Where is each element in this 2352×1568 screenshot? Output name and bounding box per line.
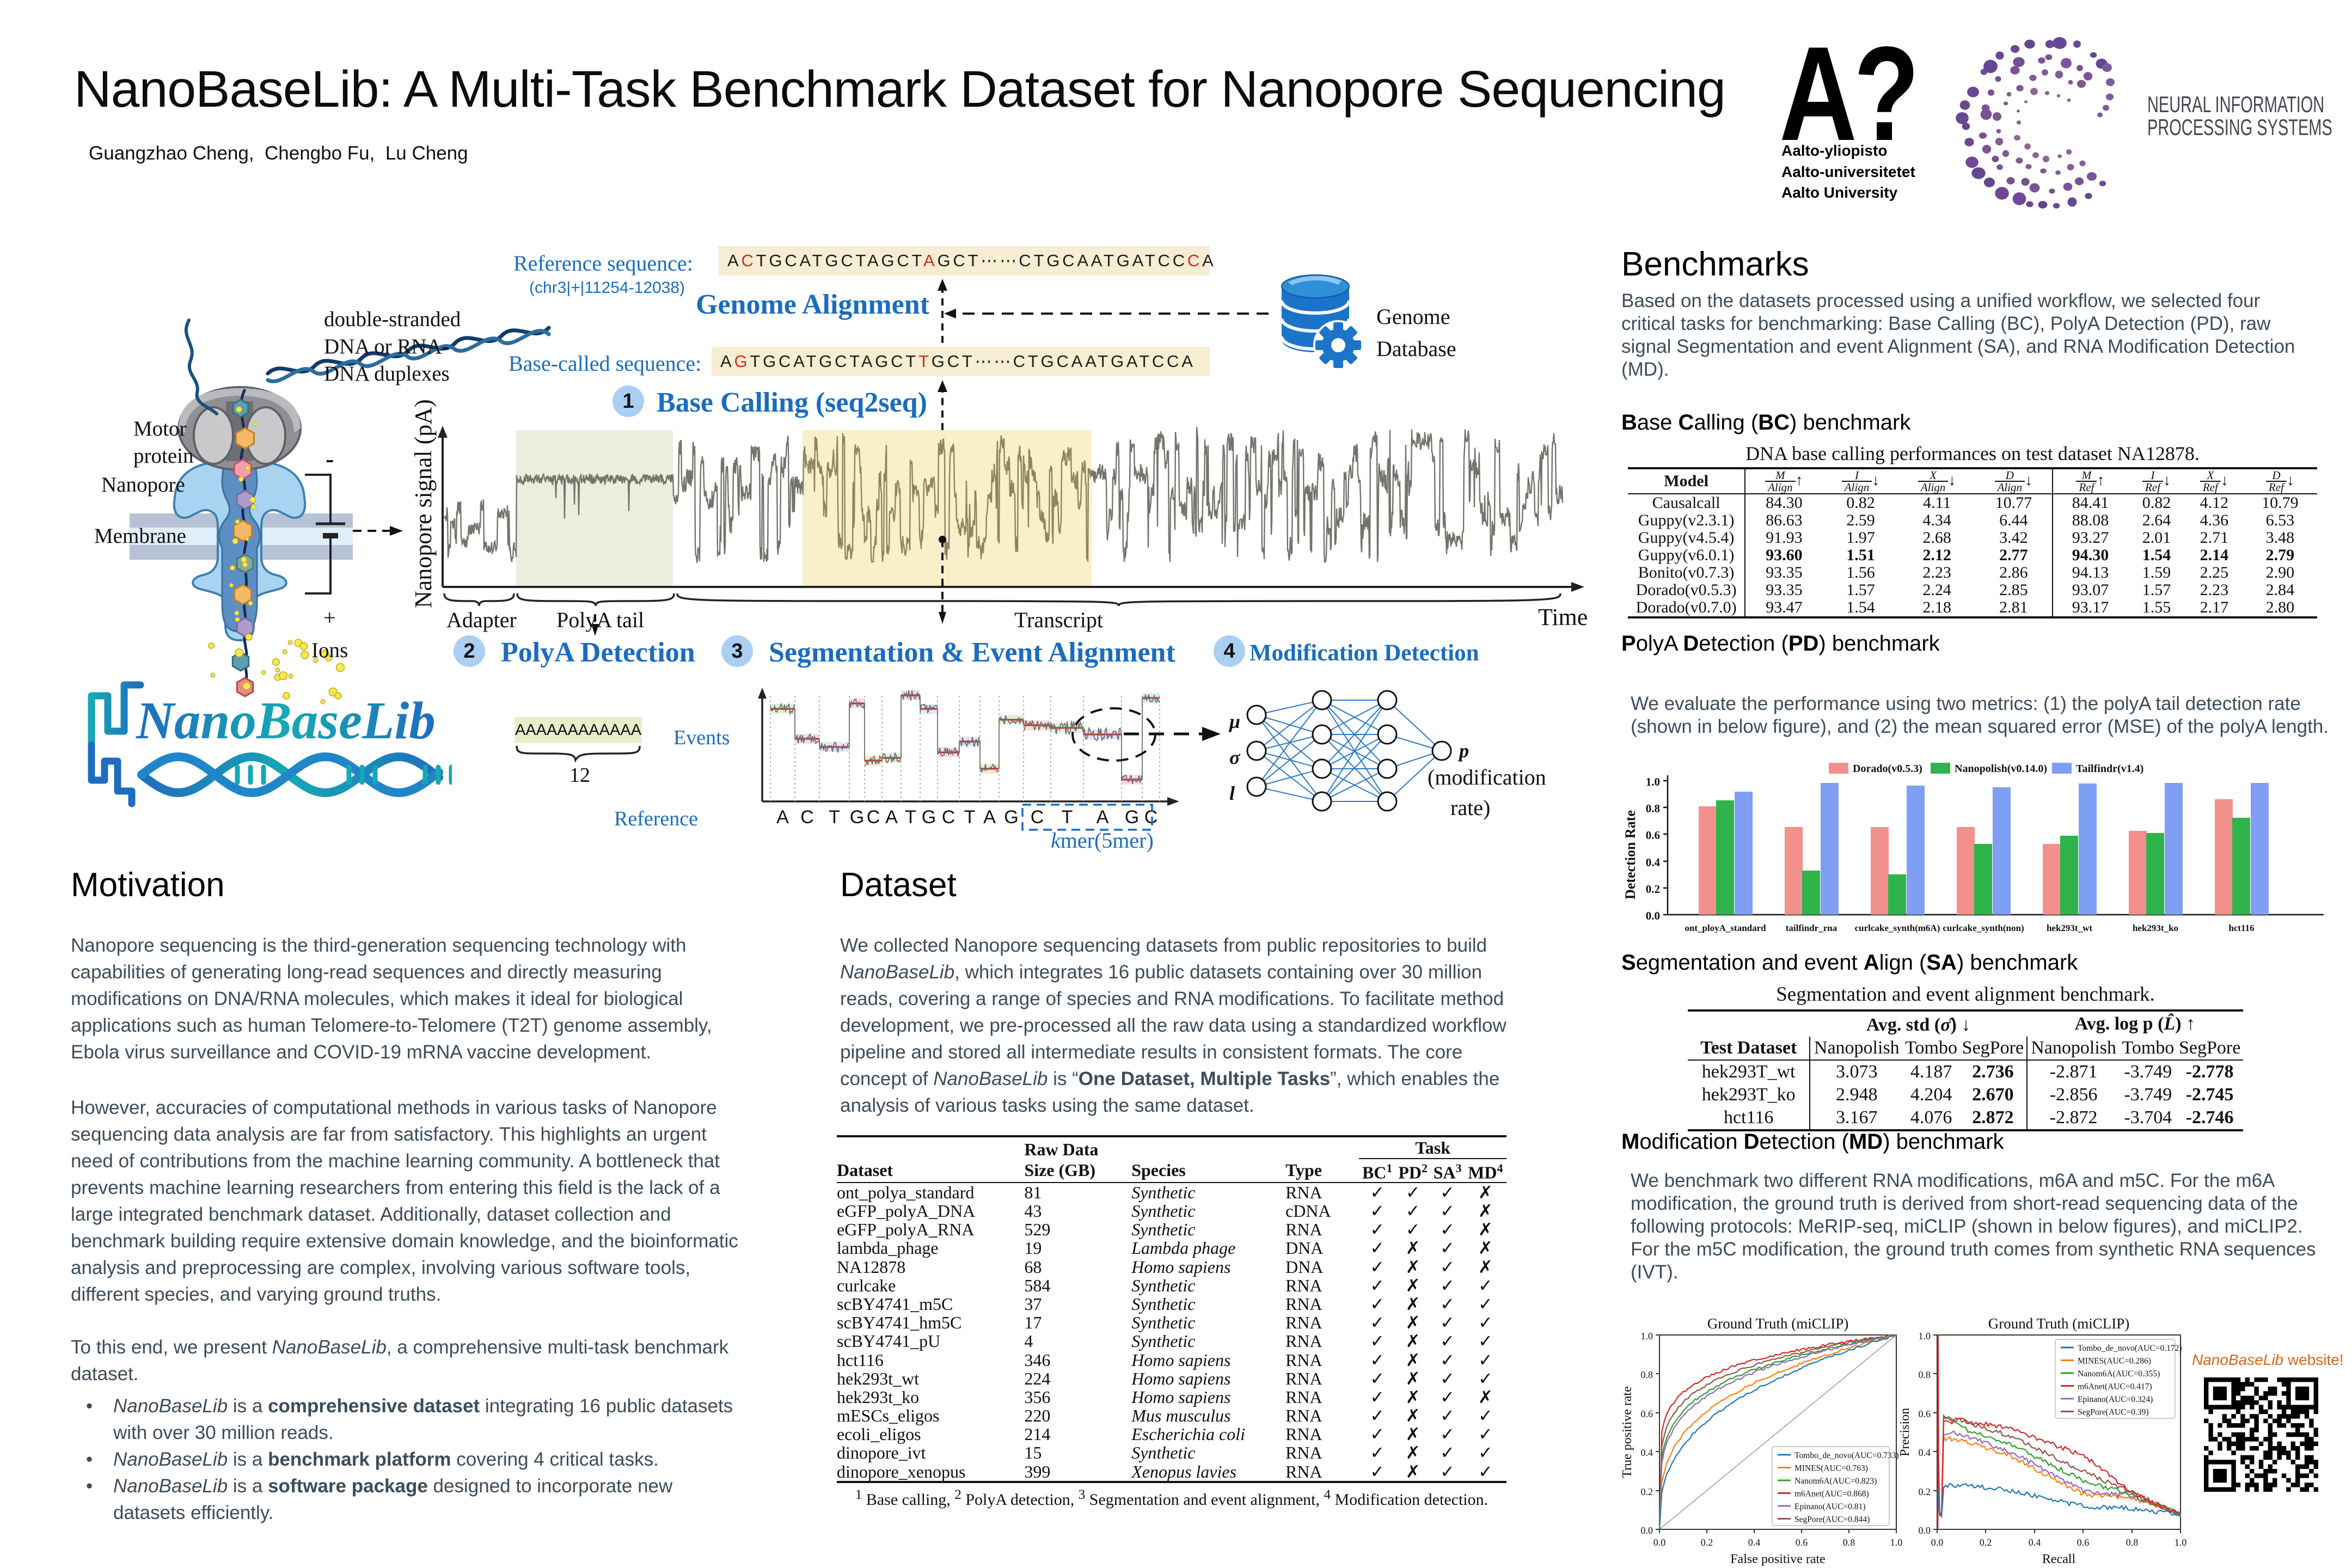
svg-text:0.0: 0.0 <box>1646 909 1660 922</box>
svg-text:0.0: 0.0 <box>1641 1525 1653 1536</box>
svg-text:Time: Time <box>1538 604 1588 630</box>
svg-text:A: A <box>1097 807 1109 828</box>
svg-text:Tailfindr(v1.4): Tailfindr(v1.4) <box>2076 763 2143 775</box>
svg-text:Epinano(AUC=0.324): Epinano(AUC=0.324) <box>2078 1395 2153 1404</box>
svg-text:MINES(AUC=0.286): MINES(AUC=0.286) <box>2078 1357 2151 1366</box>
svg-text:A: A <box>776 807 789 828</box>
svg-text:0.4: 0.4 <box>1748 1537 1761 1548</box>
svg-text:Transcript: Transcript <box>1014 608 1103 632</box>
svg-text:G: G <box>1125 807 1139 828</box>
svg-text:C: C <box>942 807 955 828</box>
svg-text:0.0: 0.0 <box>1931 1537 1944 1548</box>
svg-text:0.0: 0.0 <box>1653 1537 1666 1548</box>
svg-text:m6Anet(AUC=0.868): m6Anet(AUC=0.868) <box>1794 1490 1869 1499</box>
svg-text:m6Anet(AUC=0.417): m6Anet(AUC=0.417) <box>2078 1382 2152 1392</box>
svg-text:Ground Truth (miCLIP): Ground Truth (miCLIP) <box>1988 1315 2130 1332</box>
svg-text:C: C <box>800 807 814 828</box>
svg-text:0.8: 0.8 <box>1919 1369 1931 1380</box>
svg-text:G: G <box>922 807 936 828</box>
svg-text:Tombo_de_novo(AUC=0.172): Tombo_de_novo(AUC=0.172) <box>2078 1344 2182 1353</box>
svg-text:Adapter: Adapter <box>446 608 517 632</box>
svg-text:0.4: 0.4 <box>1641 1447 1653 1458</box>
svg-text:0.2: 0.2 <box>1701 1537 1713 1548</box>
svg-text:0.6: 0.6 <box>1646 829 1660 842</box>
svg-text:1.0: 1.0 <box>2175 1537 2187 1548</box>
svg-text:MINES(AUC=0.763): MINES(AUC=0.763) <box>1794 1464 1868 1473</box>
svg-text:Recall: Recall <box>2042 1552 2076 1566</box>
svg-text:0.8: 0.8 <box>1646 802 1660 815</box>
svg-text:Ground Truth (miCLIP): Ground Truth (miCLIP) <box>1707 1315 1849 1332</box>
svg-text:A: A <box>885 807 898 828</box>
svg-text:G: G <box>1004 807 1018 828</box>
svg-text:0.2: 0.2 <box>1980 1537 1992 1548</box>
svg-text:0.0: 0.0 <box>1919 1525 1931 1536</box>
svg-text:NanoBaseLib: NanoBaseLib <box>136 691 436 750</box>
svg-text:C: C <box>867 807 880 828</box>
svg-text:Precision: Precision <box>1898 1408 1912 1456</box>
svg-text:Nanom6A(AUC=0.823): Nanom6A(AUC=0.823) <box>1794 1477 1877 1486</box>
svg-text:hek293t_ko: hek293t_ko <box>2133 923 2178 933</box>
svg-text:0.4: 0.4 <box>1919 1447 1931 1458</box>
svg-text:0.6: 0.6 <box>1796 1537 1808 1548</box>
svg-text:1.0: 1.0 <box>1919 1331 1931 1342</box>
svg-text:hek293t_wt: hek293t_wt <box>2047 923 2092 933</box>
svg-text:0.6: 0.6 <box>2077 1537 2090 1548</box>
svg-text:Dorado(v0.5.3): Dorado(v0.5.3) <box>1853 763 1922 775</box>
svg-text:tailfindr_rna: tailfindr_rna <box>1786 923 1837 933</box>
svg-text:T: T <box>964 807 976 828</box>
svg-text:T: T <box>1062 807 1073 828</box>
svg-text:Tombo_de_novo(AUC=0.733): Tombo_de_novo(AUC=0.733) <box>1794 1451 1899 1460</box>
svg-text:1.0: 1.0 <box>1890 1537 1903 1548</box>
svg-text:Nanopolish(v0.14.0): Nanopolish(v0.14.0) <box>1955 763 2047 775</box>
svg-text:0.6: 0.6 <box>1919 1408 1931 1419</box>
svg-text:C: C <box>1144 807 1158 828</box>
svg-text:0.6: 0.6 <box>1641 1408 1653 1419</box>
svg-text:T: T <box>905 807 916 828</box>
svg-text:0.2: 0.2 <box>1641 1486 1653 1497</box>
svg-text:G: G <box>850 807 864 828</box>
svg-text:PolyA tail: PolyA tail <box>556 608 644 632</box>
svg-text:0.2: 0.2 <box>1646 883 1660 896</box>
svg-text:0.8: 0.8 <box>1641 1369 1653 1380</box>
svg-text:Nanom6A(AUC=0.355): Nanom6A(AUC=0.355) <box>2078 1369 2160 1379</box>
svg-text:False positive rate: False positive rate <box>1730 1552 1826 1566</box>
svg-text:-: - <box>326 445 334 473</box>
svg-text:curlcake_synth(non): curlcake_synth(non) <box>1943 923 2024 933</box>
svg-text:T: T <box>829 807 840 828</box>
svg-text:0.8: 0.8 <box>1843 1537 1855 1548</box>
svg-text:ont_ployA_standard: ont_ployA_standard <box>1685 923 1766 933</box>
svg-text:0.2: 0.2 <box>1919 1486 1931 1497</box>
svg-text:1.0: 1.0 <box>1641 1331 1653 1342</box>
svg-text:A: A <box>983 807 996 828</box>
svg-text:C: C <box>1031 807 1044 828</box>
svg-text:True positive rate: True positive rate <box>1620 1386 1634 1478</box>
svg-text:hct116: hct116 <box>2228 923 2254 933</box>
svg-text:0.4: 0.4 <box>2029 1537 2041 1548</box>
svg-text:0.8: 0.8 <box>2126 1537 2139 1548</box>
svg-text:SegPore(AUC=0.844): SegPore(AUC=0.844) <box>1794 1515 1870 1524</box>
svg-text:+: + <box>323 605 336 630</box>
svg-text:Epinano(AUC=0.81): Epinano(AUC=0.81) <box>1794 1502 1866 1511</box>
svg-text:0.4: 0.4 <box>1646 856 1661 869</box>
svg-text:SegPore(AUC=0.39): SegPore(AUC=0.39) <box>2078 1408 2149 1417</box>
svg-text:curlcake_synth(m6A): curlcake_synth(m6A) <box>1855 923 1940 933</box>
svg-text:1.0: 1.0 <box>1646 775 1660 788</box>
